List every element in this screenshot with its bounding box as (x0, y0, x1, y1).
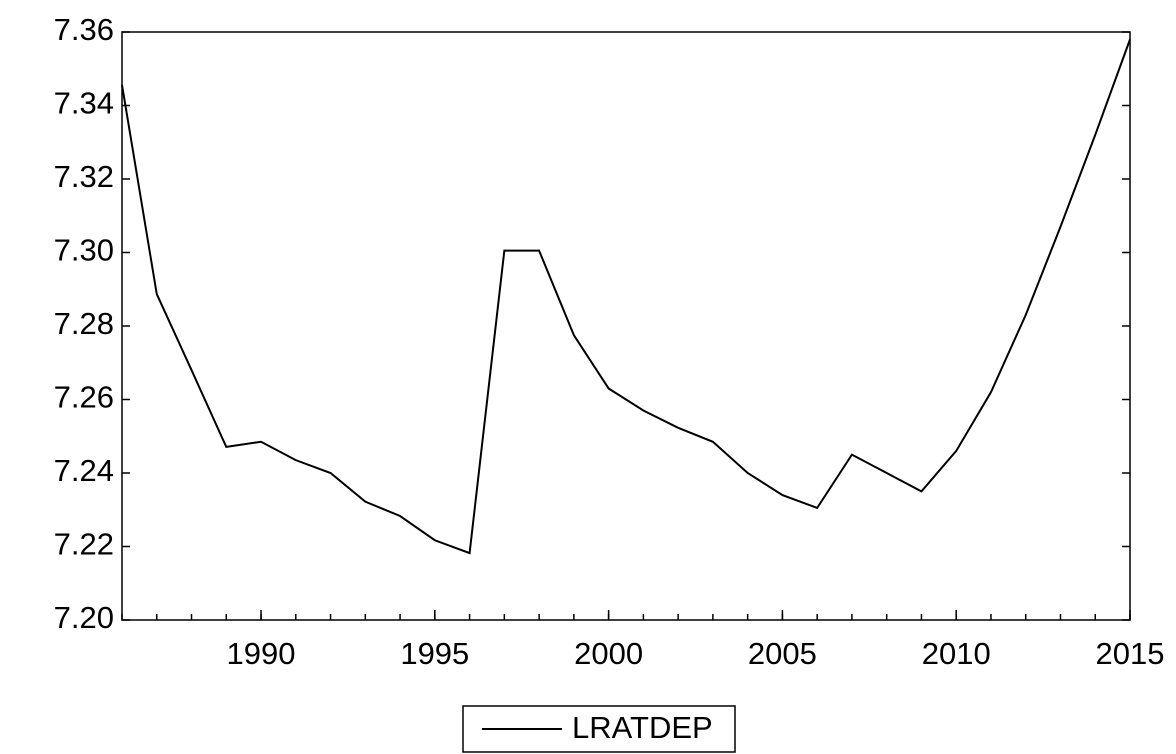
y-tick-label: 7.32 (54, 159, 114, 194)
x-tick-label: 2005 (748, 636, 817, 671)
y-tick-label: 7.28 (54, 306, 114, 341)
x-tick-label: 2010 (922, 636, 991, 671)
x-tick-label: 2000 (574, 636, 643, 671)
plot-frame (121, 31, 1131, 621)
y-tick-label: 7.22 (54, 527, 114, 562)
x-tick-label: 2015 (1096, 636, 1165, 671)
y-tick-label: 7.34 (54, 86, 114, 121)
y-tick-label: 7.26 (54, 380, 114, 415)
y-tick-label: 7.36 (54, 12, 114, 47)
y-tick-label: 7.24 (54, 453, 114, 488)
x-tick-label: 1990 (227, 636, 296, 671)
y-tick-label: 7.30 (54, 233, 114, 268)
legend-label: LRATDEP (572, 710, 713, 745)
x-tick-label: 1995 (400, 636, 469, 671)
series-line (121, 39, 1131, 555)
y-tick-label: 7.20 (54, 600, 114, 635)
